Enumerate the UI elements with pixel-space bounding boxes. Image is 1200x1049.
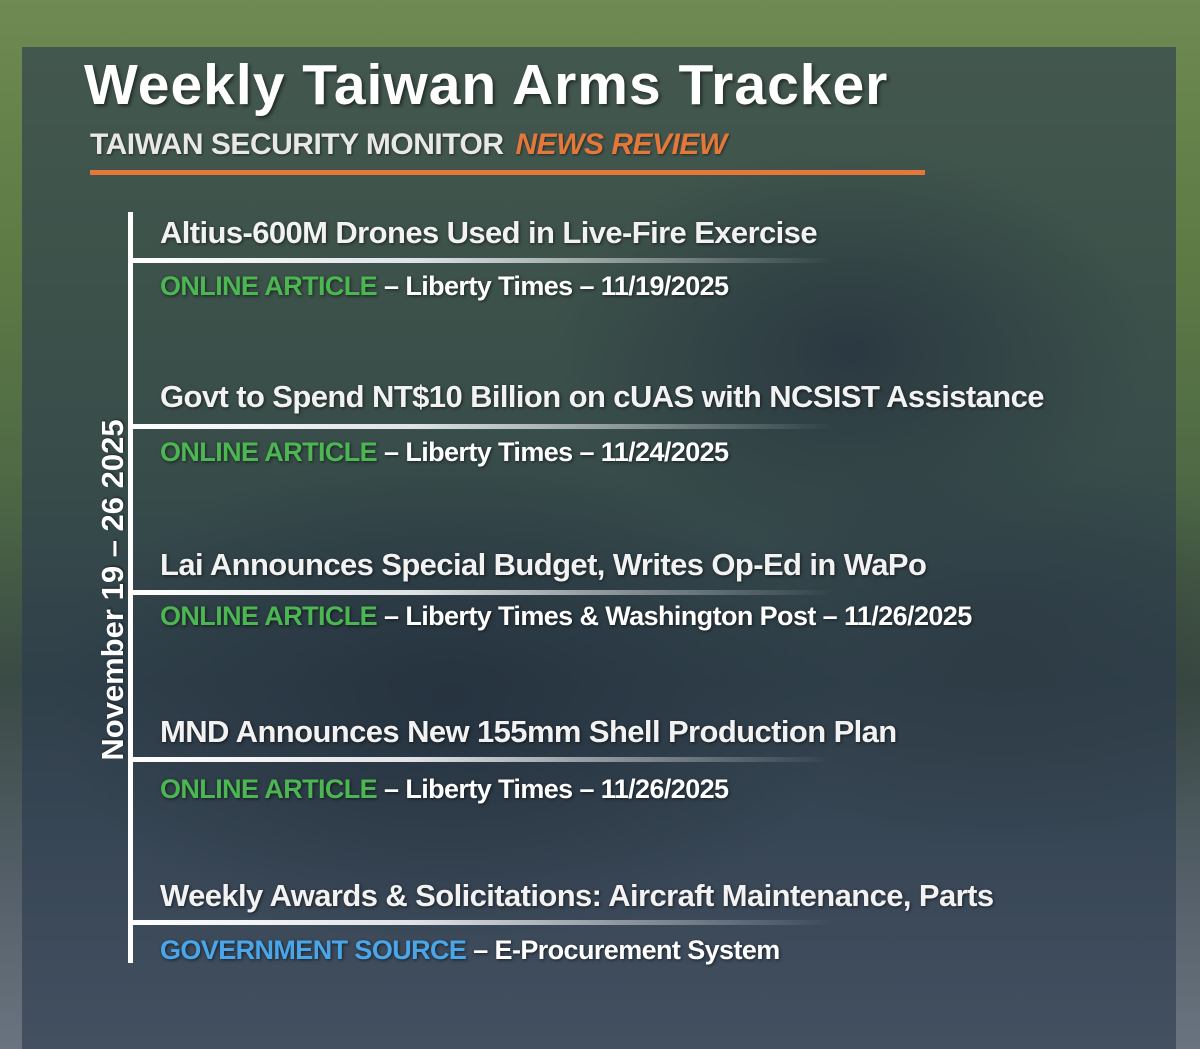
source-type: ONLINE ARTICLE <box>160 601 378 631</box>
source-details: – Liberty Times – 11/19/2025 <box>377 271 729 301</box>
source-type: ONLINE ARTICLE <box>160 774 378 804</box>
source-details: – Liberty Times & Washington Post – 11/2… <box>377 601 972 631</box>
title-divider <box>90 170 925 175</box>
subtitle: TAIWAN SECURITY MONITOR NEWS REVIEW <box>90 128 727 162</box>
item-divider <box>133 424 833 429</box>
item-title: MND Announces New 155mm Shell Production… <box>160 714 897 749</box>
item-title: Govt to Spend NT$10 Billion on cUAS with… <box>160 379 1044 414</box>
item-title: Altius-600M Drones Used in Live-Fire Exe… <box>160 215 818 250</box>
source-type: ONLINE ARTICLE <box>160 437 378 467</box>
source-details: – E-Procurement System <box>466 935 780 965</box>
item-source: GOVERNMENT SOURCE – E-Procurement System <box>160 935 780 966</box>
item-divider <box>133 920 833 925</box>
source-details: – Liberty Times – 11/26/2025 <box>377 774 729 804</box>
subtitle-brand: TAIWAN SECURITY MONITOR <box>90 128 504 161</box>
source-type: ONLINE ARTICLE <box>160 271 378 301</box>
source-type: GOVERNMENT SOURCE <box>160 935 467 965</box>
subtitle-accent: NEWS REVIEW <box>515 128 728 161</box>
item-divider <box>133 590 833 595</box>
item-source: ONLINE ARTICLE – Liberty Times – 11/19/2… <box>160 271 729 302</box>
timeline-line <box>128 212 133 963</box>
item-title: Weekly Awards & Solicitations: Aircraft … <box>160 878 994 913</box>
item-divider <box>133 258 833 263</box>
item-source: ONLINE ARTICLE – Liberty Times – 11/24/2… <box>160 437 729 468</box>
item-divider <box>133 757 833 762</box>
item-source: ONLINE ARTICLE – Liberty Times & Washing… <box>160 601 972 632</box>
overlay-panel <box>22 47 1176 1049</box>
item-source: ONLINE ARTICLE – Liberty Times – 11/26/2… <box>160 774 729 805</box>
date-range: November 19 – 26 2025 <box>95 419 130 761</box>
source-details: – Liberty Times – 11/24/2025 <box>377 437 729 467</box>
page-title: Weekly Taiwan Arms Tracker <box>84 53 889 117</box>
item-title: Lai Announces Special Budget, Writes Op-… <box>160 547 927 582</box>
